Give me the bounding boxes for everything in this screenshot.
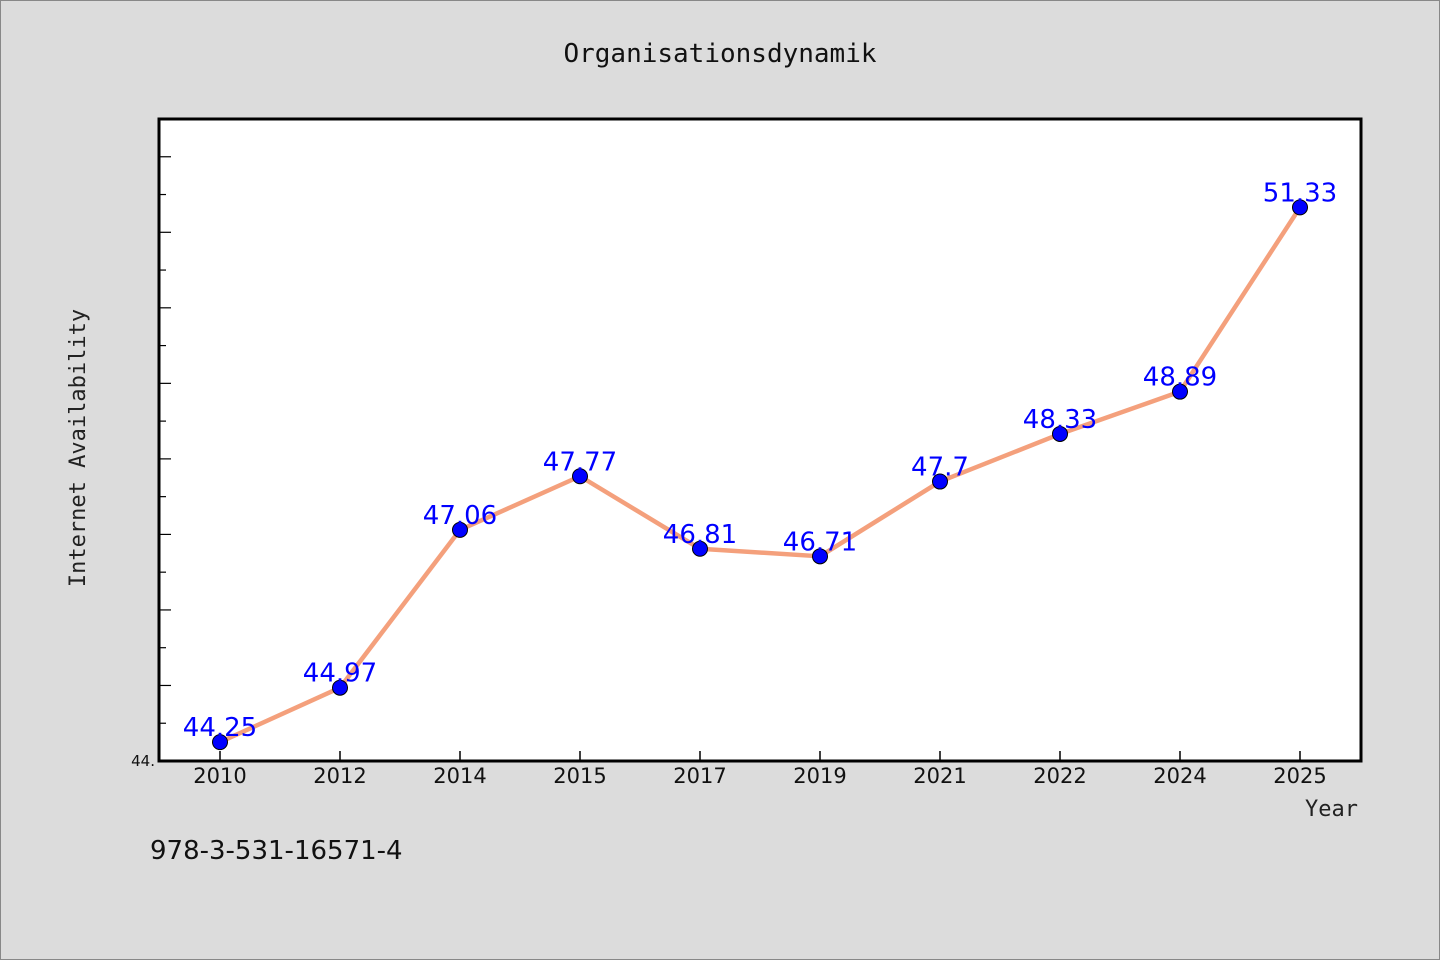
data-labels: 44.25 44.97 47.06 47.77 46.81 46.71 47.7 48.33 4… bbox=[183, 178, 1337, 743]
data-label: 47.77 bbox=[543, 447, 617, 477]
isbn-text: 978-3-531-16571-4 bbox=[150, 836, 403, 866]
data-label: 48.33 bbox=[1023, 405, 1097, 435]
x-tick-label: 2024 bbox=[1153, 764, 1206, 788]
x-tick-label: 2019 bbox=[793, 764, 846, 788]
data-point bbox=[572, 468, 588, 485]
series-line-group bbox=[219, 206, 1302, 745]
data-point bbox=[212, 734, 228, 751]
chart-title: Organisationsdynamik bbox=[563, 39, 876, 69]
series-line bbox=[219, 206, 1302, 745]
x-tick-label: 2010 bbox=[193, 764, 246, 788]
data-label: 47.7 bbox=[911, 453, 969, 483]
data-points bbox=[212, 199, 1308, 751]
data-point bbox=[452, 521, 468, 538]
y-axis-label: Internet Availability bbox=[66, 309, 91, 587]
x-axis-label: Year bbox=[1305, 797, 1358, 822]
x-tick-label: 2022 bbox=[1033, 764, 1086, 788]
x-tick-label: 2021 bbox=[913, 764, 966, 788]
data-label: 46.71 bbox=[783, 527, 857, 557]
plot-area bbox=[159, 119, 1361, 761]
data-label: 44.97 bbox=[303, 659, 377, 689]
plot-border bbox=[157, 117, 1363, 763]
y-tick-label: 44. bbox=[131, 752, 155, 770]
data-label: 48.89 bbox=[1143, 363, 1217, 393]
data-label: 47.06 bbox=[423, 501, 497, 531]
x-tick-label: 2025 bbox=[1273, 764, 1326, 788]
data-point bbox=[1292, 199, 1308, 216]
x-tick-label: 2015 bbox=[553, 764, 606, 788]
data-label: 51.33 bbox=[1263, 178, 1337, 208]
data-point bbox=[332, 679, 348, 696]
x-tick-label: 2014 bbox=[433, 764, 486, 788]
data-label: 44.25 bbox=[183, 713, 257, 743]
x-tick-label: 2012 bbox=[313, 764, 366, 788]
data-point bbox=[1172, 383, 1188, 400]
x-axis-ticks: 2010 2012 2014 2015 2017 2019 2021 2022 2024 2025 bbox=[193, 751, 1327, 788]
data-point bbox=[812, 548, 828, 565]
data-point bbox=[1052, 425, 1068, 442]
x-tick-label: 2017 bbox=[673, 764, 726, 788]
data-point bbox=[692, 540, 708, 557]
data-point bbox=[932, 473, 948, 490]
data-label: 46.81 bbox=[663, 520, 737, 550]
